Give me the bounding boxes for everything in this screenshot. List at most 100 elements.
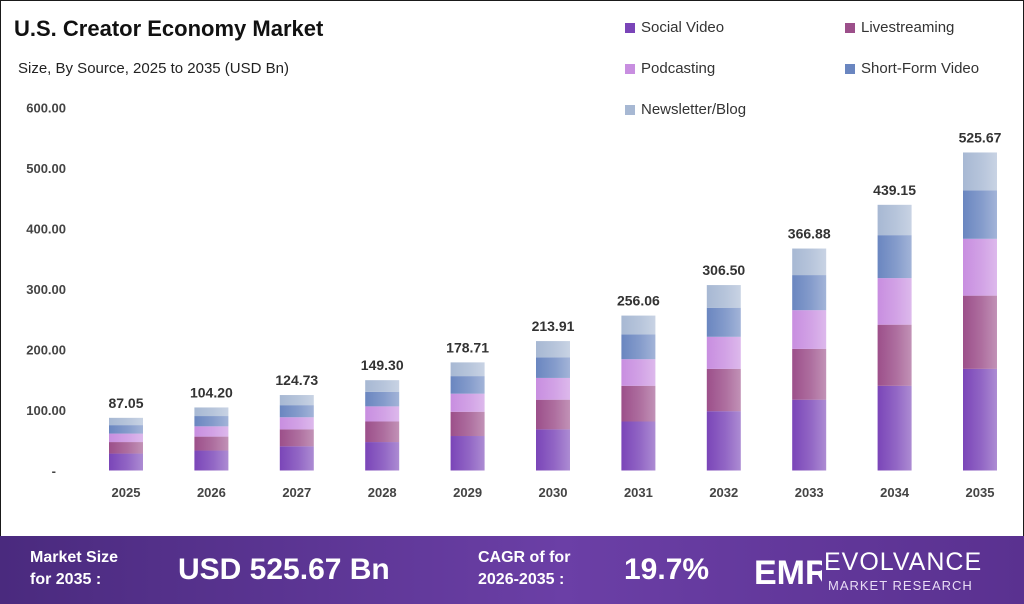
brand-logo: EMR EVOLVANCE MARKET RESEARCH [752,546,1012,596]
x-tick-label-2030: 2030 [539,485,568,500]
total-label-2028: 149.30 [361,357,404,373]
bar-segment-newsletter-blog-2029 [450,362,485,377]
bar-segment-livestreaming-2027 [279,429,314,447]
x-tick-label-2027: 2027 [282,485,311,500]
cagr-label: CAGR of for 2026-2035 : [478,547,570,591]
bar-segment-short-form-video-2035 [963,190,997,239]
bar-stack-2029 [450,362,485,471]
chart-subtitle: Size, By Source, 2025 to 2035 (USD Bn) [18,60,289,77]
bar-segment-newsletter-blog-2035 [963,152,997,191]
bar-segment-podcasting-2030 [536,377,570,400]
y-tick-label: 600.00 [26,101,66,116]
bar-segment-livestreaming-2025 [109,442,143,454]
bar-stack-2035 [963,152,997,471]
bar-segment-social-video-2034 [877,385,912,471]
bar-stack-2026 [194,407,229,471]
x-tick-label-2029: 2029 [453,485,482,500]
bar-segment-short-form-video-2031 [621,334,656,360]
market-size-label-line2: for 2035 : [30,571,102,588]
bar-segment-livestreaming-2030 [536,399,570,430]
bar-segment-social-video-2030 [536,429,570,471]
bar-segment-social-video-2031 [621,421,656,471]
y-tick-label: 400.00 [26,222,66,237]
cagr-label-line1: CAGR of for [478,549,571,566]
bar-segment-livestreaming-2031 [621,385,656,422]
emr-logo-letters: EMR [754,554,822,592]
bar-segment-social-video-2028 [365,442,400,471]
bar-segment-podcasting-2034 [877,278,912,325]
bar-segment-social-video-2029 [450,436,485,471]
bar-segment-short-form-video-2027 [279,405,314,418]
y-tick-label: 200.00 [26,343,66,358]
bar-segment-podcasting-2031 [621,359,656,386]
x-tick-label-2025: 2025 [112,485,141,500]
x-tick-label-2033: 2033 [795,485,824,500]
total-label-2025: 87.05 [108,395,143,411]
bar-stack-2032 [706,285,741,471]
x-tick-label-2032: 2032 [709,485,738,500]
x-tick-label-2026: 2026 [197,485,226,500]
bar-segment-newsletter-blog-2026 [194,407,229,417]
total-label-2026: 104.20 [190,384,233,400]
bar-stack-2028 [365,380,400,471]
bar-segment-podcasting-2027 [279,417,314,430]
bar-stack-2030 [536,341,570,471]
bar-segment-livestreaming-2029 [450,411,485,437]
footer-banner: Market Size for 2035 : USD 525.67 Bn CAG… [0,536,1024,604]
cagr-label-line2: 2026-2035 : [478,571,565,588]
bar-segment-newsletter-blog-2028 [365,380,400,392]
bar-segment-newsletter-blog-2030 [536,341,570,358]
bar-segment-newsletter-blog-2027 [279,395,314,406]
x-tick-label-2035: 2035 [966,485,995,500]
bar-segment-livestreaming-2034 [877,324,912,386]
bars: 87.05 104.20 124.73 149.30 178.71 213.91 256.0… [108,129,1002,471]
bar-segment-livestreaming-2035 [963,295,997,369]
total-label-2030: 213.91 [532,318,575,334]
bar-segment-social-video-2025 [109,453,143,471]
bar-segment-podcasting-2025 [109,433,143,443]
y-tick-label: 100.00 [26,403,66,418]
bar-stack-2025 [109,417,143,471]
bar-segment-newsletter-blog-2034 [877,204,912,236]
bar-segment-short-form-video-2034 [877,235,912,279]
total-label-2033: 366.88 [788,226,831,242]
x-tick-label-2034: 2034 [880,485,910,500]
bar-segment-podcasting-2029 [450,393,485,412]
bar-segment-livestreaming-2028 [365,421,400,443]
bar-segment-newsletter-blog-2033 [792,248,827,276]
total-label-2035: 525.67 [959,129,1002,145]
bar-segment-short-form-video-2032 [706,307,741,337]
total-label-2032: 306.50 [702,262,745,278]
stacked-bar-chart: - 100.00 200.00 300.00 400.00 500.00 600.00 87… [26,101,1002,501]
y-tick-label: 500.00 [26,161,66,176]
bar-segment-short-form-video-2029 [450,376,485,394]
bar-segment-podcasting-2035 [963,238,997,296]
x-tick-label-2031: 2031 [624,485,653,500]
total-label-2029: 178.71 [446,339,489,355]
bar-segment-livestreaming-2026 [194,436,229,451]
total-label-2027: 124.73 [275,372,318,388]
bar-segment-social-video-2035 [963,368,997,471]
bar-segment-newsletter-blog-2031 [621,315,656,335]
bar-stack-2031 [621,315,656,471]
x-tick-label-2028: 2028 [368,485,397,500]
bar-segment-livestreaming-2033 [792,348,827,400]
y-tick-label: - [52,464,56,479]
y-axis: - 100.00 200.00 300.00 400.00 500.00 600.00 [26,101,66,479]
bar-segment-short-form-video-2026 [194,416,229,427]
bar-segment-short-form-video-2030 [536,357,570,378]
bar-segment-social-video-2033 [792,399,827,471]
brand-name: EVOLVANCE [824,548,983,576]
bar-segment-livestreaming-2032 [706,368,741,412]
bar-segment-social-video-2032 [706,411,741,471]
emr-logo-icon: EMR [754,554,822,592]
market-size-label-line1: Market Size [30,549,119,566]
total-label-2031: 256.06 [617,293,660,309]
market-size-value: USD 525.67 Bn [178,553,390,586]
brand-tagline: MARKET RESEARCH [828,578,973,593]
cagr-value: 19.7% [624,553,710,586]
bar-segment-podcasting-2032 [706,336,741,369]
bar-segment-newsletter-blog-2032 [706,285,741,308]
bar-stack-2033 [792,248,827,471]
bar-segment-short-form-video-2028 [365,391,400,407]
